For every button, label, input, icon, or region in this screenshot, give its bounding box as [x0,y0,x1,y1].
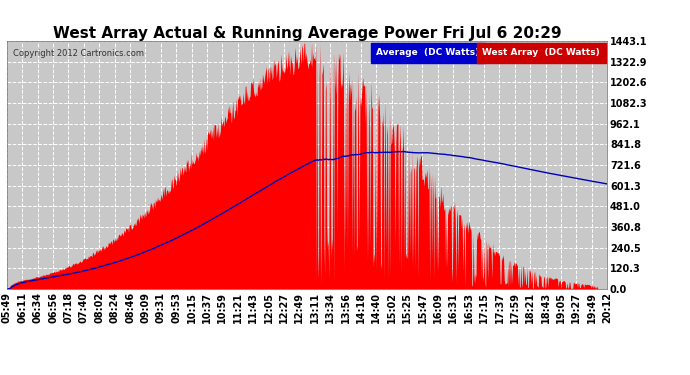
Legend: Average  (DC Watts), West Array  (DC Watts): Average (DC Watts), West Array (DC Watts… [373,46,602,60]
Text: Copyright 2012 Cartronics.com: Copyright 2012 Cartronics.com [13,49,144,58]
Title: West Array Actual & Running Average Power Fri Jul 6 20:29: West Array Actual & Running Average Powe… [52,26,562,41]
